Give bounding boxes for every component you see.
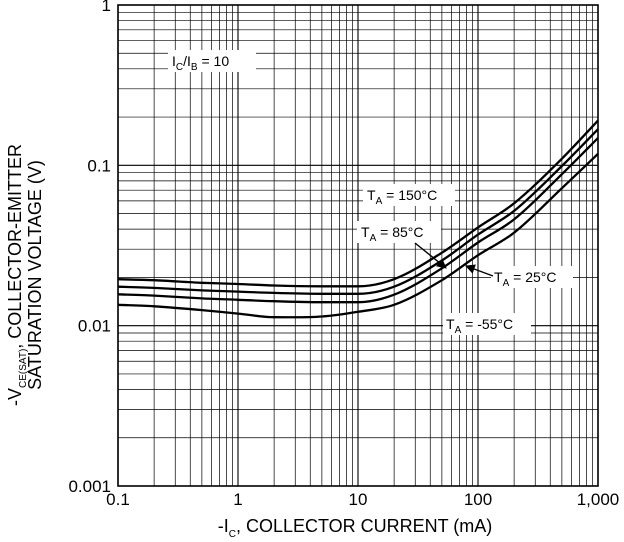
label-150c: TA = 150°C: [367, 187, 437, 207]
label-25c-bg: [491, 266, 573, 288]
y-tick-label: 0.01: [78, 317, 111, 336]
series-line-25c: [117, 137, 599, 304]
x-tick-label: 10: [349, 490, 368, 509]
x-tick-label: 1: [233, 490, 242, 509]
y-tick-label: 1: [102, 0, 111, 15]
y-tick-labels: 1 0.1 0.01 0.001: [68, 0, 111, 496]
x-tick-label: 0.1: [106, 490, 130, 509]
x-tick-label: 100: [464, 490, 492, 509]
y-axis-label-line2: SATURATION VOLTAGE (V): [25, 160, 45, 390]
condition-label-bg: [168, 50, 256, 72]
y-axis-label-line1: -VCE(SAT), COLLECTOR-EMITTER: [5, 144, 29, 406]
annotations: IC/IB = 10 TA = 150°C TA = 85°C TA = 25°C TA…: [168, 50, 573, 336]
arrow-25c: [465, 264, 494, 277]
label-minus55c-bg: [443, 313, 531, 335]
y-tick-label: 0.001: [68, 477, 111, 496]
arrow-85c: [414, 242, 447, 269]
series-line-minus55c: [117, 152, 599, 319]
x-tick-label: 1,000: [577, 490, 620, 509]
label-85c-bg: [357, 221, 441, 243]
label-25c: TA = 25°C: [494, 269, 556, 289]
condition-label: IC/IB = 10: [172, 53, 229, 73]
series-lines: [117, 119, 599, 319]
x-axis-label: -IC, COLLECTOR CURRENT (mA): [218, 516, 493, 540]
label-85c: TA = 85°C: [361, 224, 423, 244]
x-tick-labels: 0.1 1 10 100 1,000: [106, 490, 619, 509]
y-tick-label: 0.1: [87, 156, 111, 175]
plot-frame: [117, 4, 599, 487]
label-minus55c: TA = -55°C: [446, 316, 513, 336]
series-line-85c: [117, 128, 599, 295]
minor-gridlines: [118, 5, 598, 486]
series-line-150c: [117, 119, 599, 288]
label-150c-bg: [363, 184, 455, 206]
